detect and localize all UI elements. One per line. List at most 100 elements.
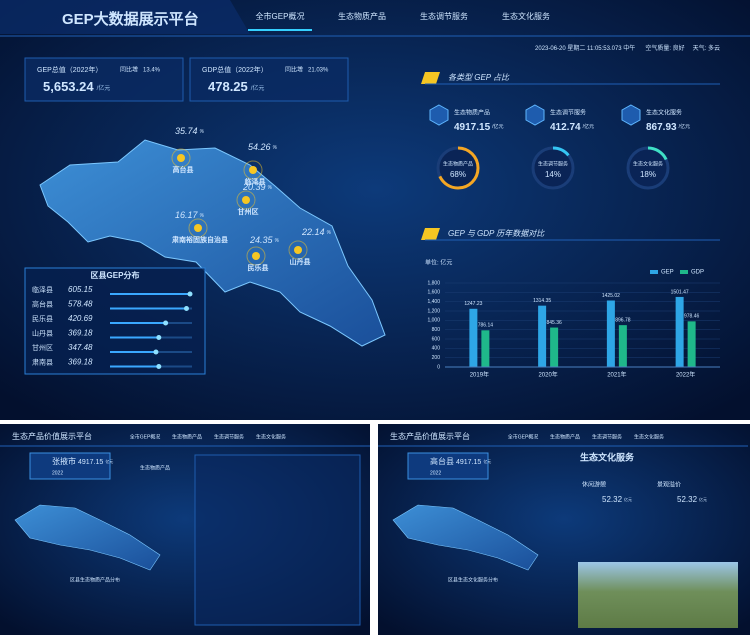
panel-nav-item[interactable]: 生态调节服务 [592,433,622,440]
section-title: 生态文化服务 [580,451,635,462]
kpi-value-line: 5,653.24/亿元 [43,79,110,94]
x-tick-label: 2019年 [470,371,489,379]
map-pct: 24.35 [249,235,274,245]
type-name: 生态物质产品 [454,109,490,117]
bar-value: 1501.47 [671,289,689,295]
map-dot [177,154,185,162]
district-dot [156,335,162,340]
district-dot [156,364,162,369]
panel-title: 生态产品价值展示平台 [12,431,92,441]
panel-nav-item[interactable]: 生态物质产品 [550,433,580,440]
bar-value: 978.46 [684,314,700,320]
area-unit: 亿元 [105,458,113,464]
dist-title: 区县生态文化服务分布 [448,576,498,583]
map-pct: 35.74 [175,126,198,136]
bar [481,330,490,367]
map-pct-line: 35.74% [175,126,205,136]
panel-nav-item[interactable]: 生态文化服务 [256,433,286,440]
nav-item[interactable]: 全市GEP概况 [256,11,305,21]
panel-map [392,504,539,571]
area-name: 张掖市 [52,456,76,466]
map-dot [294,246,302,254]
bar-value: 786.14 [478,323,494,329]
datetime: 2023-06-20 星期二 11:05:53.073 中午 [535,44,635,52]
ring-name: 生态文化服务 [633,160,663,167]
map-pct-unit: % [273,145,278,151]
panel-title: 生态产品价值展示平台 [390,431,470,441]
kpi-value: 478.25 [208,79,248,94]
bar-value: 896.78 [615,317,631,323]
map-dot [252,252,260,260]
metric-unit: 亿元 [699,496,707,502]
map-pct-unit: % [275,238,280,244]
panel-nav-item[interactable]: 全市GEP概况 [508,433,539,440]
area-year: 2022 [52,470,63,476]
y-tick-label: 1,200 [427,308,440,314]
kpi-card [189,57,349,102]
metric-value-line: 52.32 亿元 [602,495,632,504]
type-unit: /亿元 [583,123,594,130]
y-tick-label: 400 [432,346,441,352]
area-value: 4917.15 [78,459,103,466]
nav-item[interactable]: 生态文化服务 [502,11,550,21]
x-tick-label: 2022年 [676,371,695,379]
type-icon [525,104,545,126]
bar [469,308,478,367]
nav-item[interactable]: 生态调节服务 [420,11,468,21]
district-value: 347.48 [68,343,93,352]
kpi-unit: /亿元 [251,84,265,92]
district-name: 高台县 [32,299,53,308]
area-value-line: 4917.15 亿元 [78,458,113,466]
bar [550,327,559,367]
y-tick-label: 1,800 [427,280,440,286]
metric-value-line: 52.32 亿元 [677,495,707,504]
district-dot [183,306,189,311]
panel-nav-item[interactable]: 生态文化服务 [634,433,664,440]
ring-pct: 68% [450,170,466,179]
district-value: 605.15 [68,285,93,294]
map-name: 民乐县 [248,263,269,272]
bar [618,325,627,367]
y-tick-label: 600 [432,336,441,342]
map-name: 肃南裕固族自治县 [172,235,228,244]
y-tick-label: 1,000 [427,318,440,324]
y-tick-label: 800 [432,327,441,333]
map-dot [194,224,202,232]
type-name: 生态调节服务 [550,109,586,117]
panel-nav-item[interactable]: 全市GEP概况 [130,433,161,440]
y-tick-label: 0 [437,364,440,370]
dist-title: 区县生态物质产品分布 [70,576,120,583]
district-panel [24,267,206,375]
heading-icon [421,72,440,84]
y-tick-label: 200 [432,355,441,361]
metric-value: 52.32 [677,495,698,504]
panel-nav-item[interactable]: 生态物质产品 [172,433,202,440]
district-title: 区县GEP分布 [91,270,140,280]
area-year: 2022 [430,470,441,476]
kpi-yoy-label: 同比增 [120,66,138,74]
district-dot [163,320,169,326]
area-card [29,452,111,480]
district-value: 578.48 [68,300,93,309]
map-name: 甘州区 [238,207,259,216]
map-pct-line: 20.39% [242,182,273,192]
type-icon [429,104,449,126]
map-pct-line: 54.26% [248,142,278,152]
x-tick-label: 2020年 [538,371,557,379]
metric-unit: 亿元 [624,496,632,502]
panel-nav-item[interactable]: 生态调节服务 [214,433,244,440]
chart-title: GEP 与 GDP 历年数据对比 [448,229,545,238]
metric-name: 休闲游憩 [582,481,606,489]
map-pct: 20.39 [242,182,266,192]
type-unit: /亿元 [679,123,690,130]
type-value-line: 412.74/亿元 [550,122,594,133]
table-panel [194,454,361,626]
map-pct: 22.14 [301,227,325,237]
type-icon [621,104,641,126]
kpi-unit: /亿元 [97,84,111,92]
air-quality: 空气质量: 良好 [645,44,684,52]
kpi-value: 5,653.24 [43,79,94,94]
nav-item[interactable]: 生态物质产品 [338,11,386,21]
bar-value: 1314.35 [533,298,551,304]
map-halo [236,190,256,210]
